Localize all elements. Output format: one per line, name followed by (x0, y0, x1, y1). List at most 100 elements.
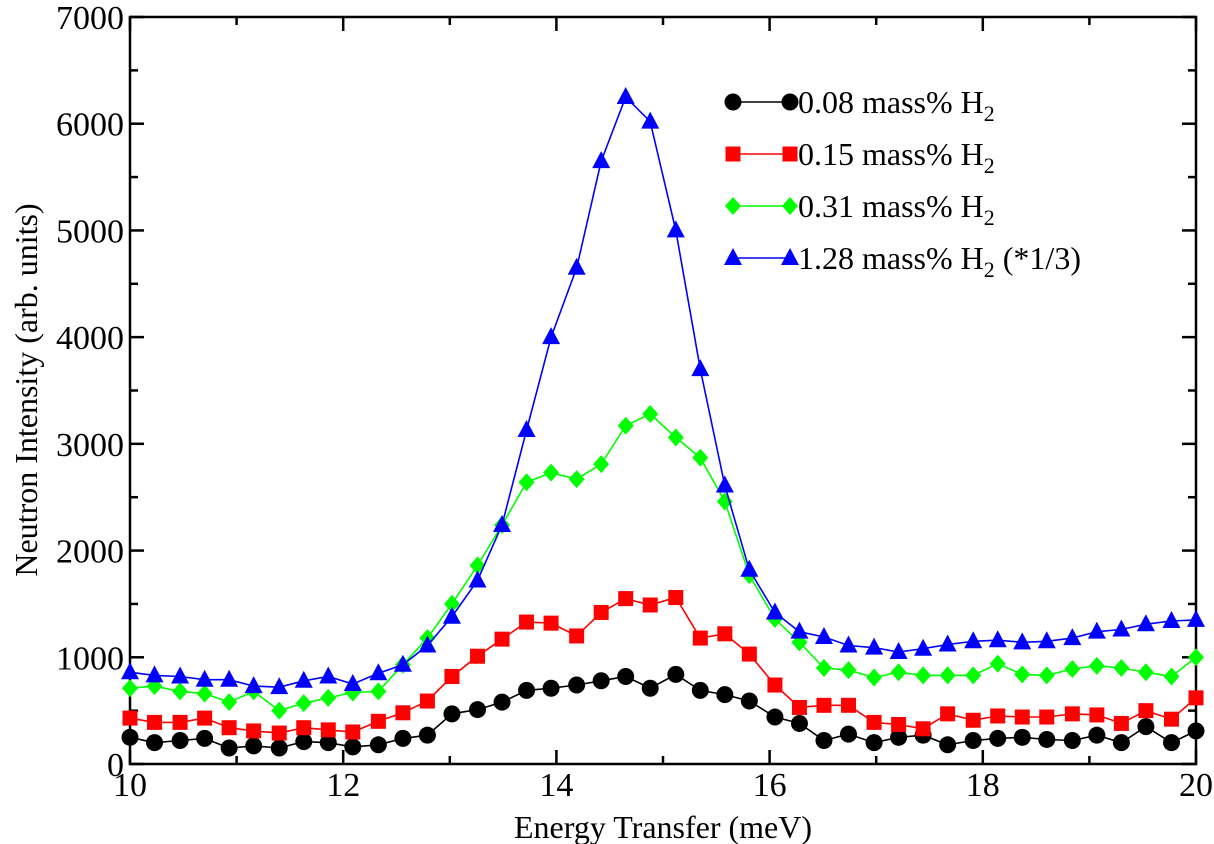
y-tick-label: 5000 (56, 213, 124, 250)
data-point-triangle (1037, 631, 1056, 649)
data-point-square (519, 614, 535, 630)
legend-label: 0.08 mass% H2 (798, 84, 995, 126)
data-point-square (618, 591, 634, 607)
data-point-circle (1038, 730, 1056, 748)
data-point-square (692, 630, 708, 646)
data-point-circle (790, 714, 808, 732)
data-point-triangle (121, 662, 139, 680)
series-diamond (122, 404, 1204, 720)
data-point-square (246, 723, 262, 739)
data-point-circle (592, 672, 610, 690)
data-point-square (840, 697, 856, 713)
data-point-triangle (765, 602, 784, 620)
data-point-triangle (616, 87, 635, 105)
data-point-triangle (220, 669, 239, 687)
series-triangle (121, 87, 1205, 695)
data-point-diamond (915, 666, 932, 685)
data-point-square (296, 720, 312, 736)
legend-marker-triangle (724, 248, 742, 265)
y-tick-label: 6000 (56, 107, 124, 144)
data-point-diamond (866, 668, 883, 687)
data-point-diamond (221, 693, 238, 712)
x-tick-label: 16 (753, 767, 787, 804)
legend-marker-square (725, 146, 741, 162)
data-point-square (370, 713, 386, 729)
data-point-square (990, 708, 1006, 724)
data-point-diamond (295, 694, 312, 713)
data-point-circle (121, 728, 139, 746)
data-point-circle (295, 733, 313, 751)
data-point-square (1113, 715, 1129, 731)
data-point-square (345, 724, 361, 740)
data-point-diamond (1113, 658, 1130, 677)
y-tick-label: 0 (107, 747, 124, 784)
data-point-diamond (667, 428, 684, 447)
data-point-square (470, 648, 486, 664)
legend-label: 0.31 mass% H2 (798, 188, 995, 230)
data-point-triangle (1087, 621, 1106, 639)
y-tick-label: 2000 (56, 534, 124, 571)
data-point-circle (344, 738, 362, 756)
data-point-triangle (517, 419, 536, 437)
data-point-square (816, 697, 832, 713)
data-point-circle (964, 732, 982, 750)
legend-label: 1.28 mass% H2 (*1/3) (798, 240, 1081, 282)
tick-labels: 10 12 14 16 18 20 0 1000 2000 3000 4000 5000 6000 700… (56, 0, 1213, 804)
data-point-diamond (1038, 666, 1055, 685)
data-point-triangle (839, 635, 858, 653)
data-point-triangle (964, 631, 983, 649)
data-point-circle (270, 739, 288, 757)
data-point-circle (1112, 734, 1130, 752)
data-point-triangle (145, 665, 164, 683)
data-point-triangle (666, 220, 685, 238)
data-point-triangle (393, 654, 412, 672)
data-point-circle (1187, 722, 1205, 740)
data-point-diamond (989, 654, 1006, 673)
data-point-diamond (370, 682, 387, 701)
data-point-triangle (567, 257, 586, 275)
data-point-diamond (692, 448, 709, 467)
data-point-circle (245, 737, 263, 755)
data-point-triangle (442, 606, 461, 624)
data-point-square (791, 699, 807, 715)
x-tick-label: 10 (113, 767, 147, 804)
data-point-triangle (865, 637, 884, 655)
data-point-diamond (617, 416, 634, 435)
data-point-diamond (543, 463, 560, 482)
data-point-square (320, 722, 336, 738)
data-point-diamond (890, 663, 907, 682)
data-point-circle (1013, 728, 1031, 746)
data-point-circle (939, 736, 957, 754)
data-point-diamond (172, 682, 189, 701)
legend-marker-circle (724, 93, 742, 111)
data-point-circle (890, 728, 908, 746)
data-point-square (395, 705, 411, 721)
data-point-circle (617, 667, 635, 685)
data-point-square (569, 628, 585, 644)
series-line (129, 596, 1197, 734)
data-point-square (444, 668, 460, 684)
data-point-diamond (1137, 663, 1154, 682)
plot-area (121, 15, 1205, 766)
data-point-square (1039, 709, 1055, 725)
data-point-square (494, 631, 510, 647)
data-point-triangle (1112, 619, 1131, 637)
data-point-triangle (418, 635, 437, 653)
y-tick-label: 7000 (56, 0, 124, 37)
data-point-square (767, 677, 783, 693)
data-point-circle (319, 734, 337, 752)
data-point-triangle (468, 570, 487, 588)
data-point-triangle (715, 475, 734, 493)
data-point-square (147, 714, 163, 730)
data-point-triangle (988, 630, 1007, 648)
data-point-triangle (270, 677, 289, 695)
data-point-circle (1063, 732, 1081, 750)
data-point-circle (394, 729, 412, 747)
series-line (129, 95, 1197, 689)
data-point-square (197, 710, 213, 726)
data-point-circle (196, 729, 214, 747)
data-point-triangle (641, 111, 660, 129)
data-point-diamond (939, 666, 956, 685)
data-point-triangle (1136, 614, 1155, 632)
